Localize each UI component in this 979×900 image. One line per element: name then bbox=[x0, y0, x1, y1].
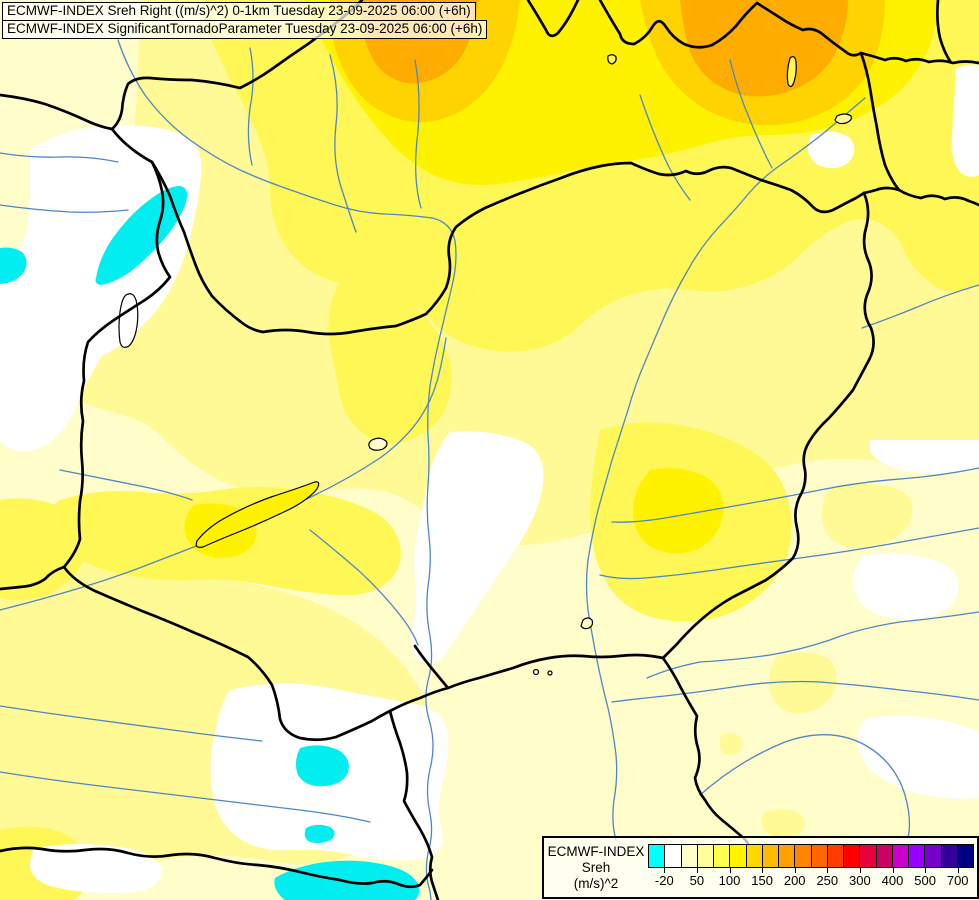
legend-tick-label-500: 500 bbox=[914, 873, 936, 888]
legend-color-cell-0 bbox=[649, 845, 666, 867]
legend-colorbar bbox=[648, 844, 974, 868]
legend-label-line1: ECMWF-INDEX bbox=[547, 843, 645, 859]
legend-color-cell-12 bbox=[844, 845, 861, 867]
lake-small-1 bbox=[368, 437, 388, 451]
legend-tick-line-150 bbox=[762, 868, 764, 873]
lake-small-6 bbox=[532, 668, 540, 676]
map-title-line1-box: ECMWF-INDEX Sreh Right ((m/s)^2) 0-1km T… bbox=[2, 2, 476, 21]
legend-label-line2: Sreh bbox=[581, 859, 611, 875]
map-title-line2: ECMWF-INDEX SignificantTornadoParameter … bbox=[7, 21, 483, 36]
legend-tick-label-300: 300 bbox=[849, 873, 871, 888]
map-title-line1: ECMWF-INDEX Sreh Right ((m/s)^2) 0-1km T… bbox=[7, 3, 471, 18]
legend-tick-line-700 bbox=[957, 868, 959, 873]
legend-color-cell-1 bbox=[665, 845, 682, 867]
map-title-line2-box: ECMWF-INDEX SignificantTornadoParameter … bbox=[2, 20, 488, 39]
legend-color-cell-13 bbox=[860, 845, 877, 867]
lake-small-2 bbox=[580, 617, 594, 630]
lake-small-4 bbox=[834, 113, 853, 125]
legend-color-cell-16 bbox=[909, 845, 926, 867]
legend-tick-label-200: 200 bbox=[783, 873, 806, 888]
legend-tick-line-50 bbox=[696, 868, 698, 873]
legend-tick-label-700: 700 bbox=[946, 873, 969, 888]
legend-label-line3: (m/s)^2 bbox=[573, 875, 619, 891]
legend-color-cell-10 bbox=[811, 845, 828, 867]
legend-tick-label-250: 250 bbox=[816, 873, 839, 888]
legend-tick-line-500 bbox=[925, 868, 927, 873]
legend-color-cell-8 bbox=[779, 845, 796, 867]
lake-small-5 bbox=[607, 54, 617, 65]
legend-box: ECMWF-INDEX Sreh (m/s)^2 -20 50 100 150 200 2… bbox=[542, 836, 979, 899]
legend-tick-line-250 bbox=[827, 868, 829, 873]
legend-tick-line-300 bbox=[859, 868, 861, 873]
legend-tick-line-200 bbox=[794, 868, 796, 873]
legend-color-cell-11 bbox=[827, 845, 844, 867]
legend-tick-label-50: 50 bbox=[689, 873, 705, 888]
legend-color-cell-5 bbox=[730, 845, 747, 867]
legend-color-cell-3 bbox=[697, 845, 714, 867]
legend-color-cell-9 bbox=[795, 845, 812, 867]
lake-balaton bbox=[195, 481, 320, 548]
legend-color-cell-17 bbox=[925, 845, 942, 867]
legend-color-cell-19 bbox=[957, 845, 973, 867]
legend-color-cell-2 bbox=[681, 845, 698, 867]
legend-tick-line-400 bbox=[892, 868, 894, 873]
legend-colorbar-ticks: -20 50 100 150 200 250 300 400 500 700 bbox=[648, 868, 974, 898]
legend-tick-label--20: -20 bbox=[654, 873, 674, 888]
legend-tick-label-100: 100 bbox=[718, 873, 741, 888]
legend-tick-label-400: 400 bbox=[881, 873, 904, 888]
legend-color-cell-15 bbox=[892, 845, 909, 867]
lake-small-3 bbox=[786, 56, 797, 88]
legend-color-cell-14 bbox=[876, 845, 893, 867]
lake-small-7 bbox=[547, 670, 553, 676]
legend-color-cell-4 bbox=[714, 845, 731, 867]
legend-tick-label-150: 150 bbox=[751, 873, 773, 888]
legend-color-cell-18 bbox=[941, 845, 958, 867]
legend-tick-line--20 bbox=[664, 868, 666, 873]
legend-color-cell-7 bbox=[762, 845, 779, 867]
legend-label: ECMWF-INDEX Sreh (m/s)^2 bbox=[544, 838, 648, 897]
legend-color-cell-6 bbox=[746, 845, 763, 867]
legend-tick-line-100 bbox=[729, 868, 731, 873]
